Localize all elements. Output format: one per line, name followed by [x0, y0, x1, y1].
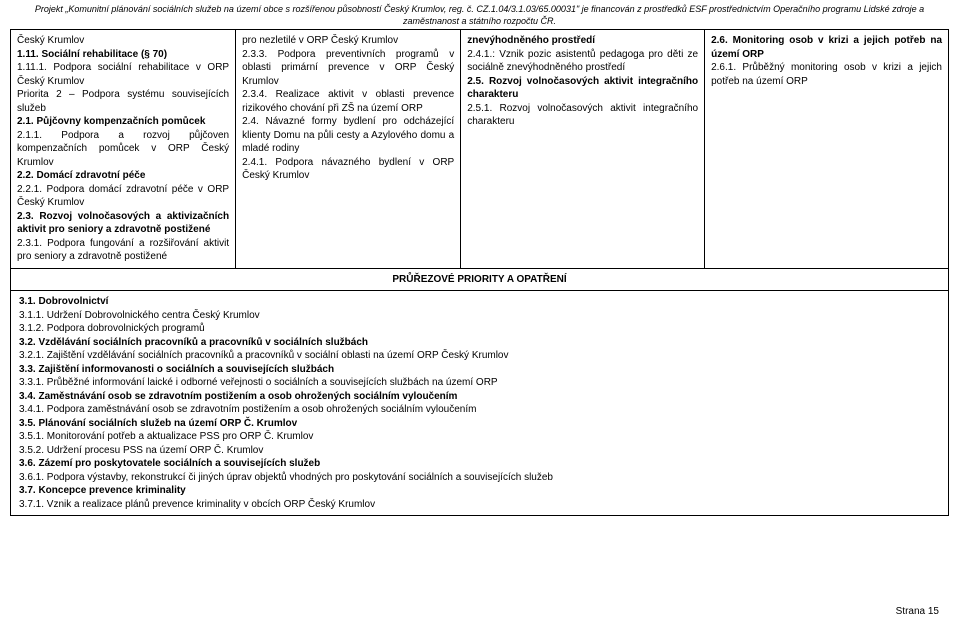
b-l9: 3.4.1. Podpora zaměstnávání osob se zdra… — [19, 403, 940, 417]
header-line2: zaměstnanost a státního rozpočtu ČR. — [403, 16, 556, 26]
cell-col4: 2.6. Monitoring osob v krizi a jejich po… — [705, 30, 949, 269]
c1-p6: 2.1.1. Podpora a rozvoj půjčoven kompenz… — [17, 129, 229, 170]
c1-p5: 2.1. Půjčovny kompenzačních pomůcek — [17, 115, 229, 129]
b-l16: 3.7.1. Vznik a realizace plánů prevence … — [19, 498, 940, 512]
header-line1: Projekt „Komunitní plánování sociálních … — [35, 4, 924, 14]
cell-col3: znevýhodněného prostředí 2.4.1.: Vznik p… — [461, 30, 705, 269]
c3-p4: 2.5.1. Rozvoj volnočasových aktivit inte… — [467, 102, 698, 129]
b-l3: 3.1.2. Podpora dobrovolnických programů — [19, 322, 940, 336]
c2-p1: pro nezletilé v ORP Český Krumlov — [242, 34, 454, 48]
c1-p1: Český Krumlov — [17, 34, 229, 48]
section-title-cell: PRŮŘEZOVÉ PRIORITY A OPATŘENÍ — [11, 268, 949, 291]
c4-p1: 2.6. Monitoring osob v krizi a jejich po… — [711, 34, 942, 61]
b-l15: 3.7. Koncepce prevence kriminality — [19, 484, 940, 498]
b-l10: 3.5. Plánování sociálních služeb na územ… — [19, 417, 940, 431]
c2-p3: 2.3.4. Realizace aktivit v oblasti preve… — [242, 88, 454, 115]
c2-p5: 2.4.1. Podpora návazného bydlení v ORP Č… — [242, 156, 454, 183]
b-l14: 3.6.1. Podpora výstavby, rekonstrukcí či… — [19, 471, 940, 485]
c1-p2: 1.11. Sociální rehabilitace (§ 70) — [17, 48, 229, 62]
c1-p10: 2.3.1. Podpora fungování a rozšiřování a… — [17, 237, 229, 264]
bottom-cell: 3.1. Dobrovolnictví 3.1.1. Udržení Dobro… — [11, 291, 949, 516]
content-table: Český Krumlov 1.11. Sociální rehabilitac… — [10, 29, 949, 516]
b-l6: 3.3. Zajištění informovanosti o sociální… — [19, 363, 940, 377]
cell-col2: pro nezletilé v ORP Český Krumlov 2.3.3.… — [236, 30, 461, 269]
b-l13: 3.6. Zázemí pro poskytovatele sociálních… — [19, 457, 940, 471]
c4-p2: 2.6.1. Průběžný monitoring osob v krizi … — [711, 61, 942, 88]
b-l5: 3.2.1. Zajištění vzdělávání sociálních p… — [19, 349, 940, 363]
c2-p2: 2.3.3. Podpora preventivních programů v … — [242, 48, 454, 89]
section-title-row: PRŮŘEZOVÉ PRIORITY A OPATŘENÍ — [11, 268, 949, 291]
top-row: Český Krumlov 1.11. Sociální rehabilitac… — [11, 30, 949, 269]
page-header: Projekt „Komunitní plánování sociálních … — [0, 0, 959, 29]
b-l1: 3.1. Dobrovolnictví — [19, 295, 940, 309]
c1-p9: 2.3. Rozvoj volnočasových a aktivizačníc… — [17, 210, 229, 237]
page-number: Strana 15 — [896, 606, 939, 617]
b-l7: 3.3.1. Průběžné informování laické i odb… — [19, 376, 940, 390]
b-l4: 3.2. Vzdělávání sociálních pracovníků a … — [19, 336, 940, 350]
bottom-row: 3.1. Dobrovolnictví 3.1.1. Udržení Dobro… — [11, 291, 949, 516]
c1-p4: Priorita 2 – Podpora systému související… — [17, 88, 229, 115]
c1-p8: 2.2.1. Podpora domácí zdravotní péče v O… — [17, 183, 229, 210]
b-l8: 3.4. Zaměstnávání osob se zdravotním pos… — [19, 390, 940, 404]
b-l11: 3.5.1. Monitorování potřeb a aktualizace… — [19, 430, 940, 444]
c2-p4: 2.4. Návazné formy bydlení pro odcházejí… — [242, 115, 454, 156]
b-l12: 3.5.2. Udržení procesu PSS na území ORP … — [19, 444, 940, 458]
c3-p3: 2.5. Rozvoj volnočasových aktivit integr… — [467, 75, 698, 102]
b-l2: 3.1.1. Udržení Dobrovolnického centra Če… — [19, 309, 940, 323]
c3-p2: 2.4.1.: Vznik pozic asistentů pedagoga p… — [467, 48, 698, 75]
cell-col1: Český Krumlov 1.11. Sociální rehabilitac… — [11, 30, 236, 269]
c1-p7: 2.2. Domácí zdravotní péče — [17, 169, 229, 183]
c3-p1: znevýhodněného prostředí — [467, 34, 698, 48]
c1-p3: 1.11.1. Podpora sociální rehabilitace v … — [17, 61, 229, 88]
